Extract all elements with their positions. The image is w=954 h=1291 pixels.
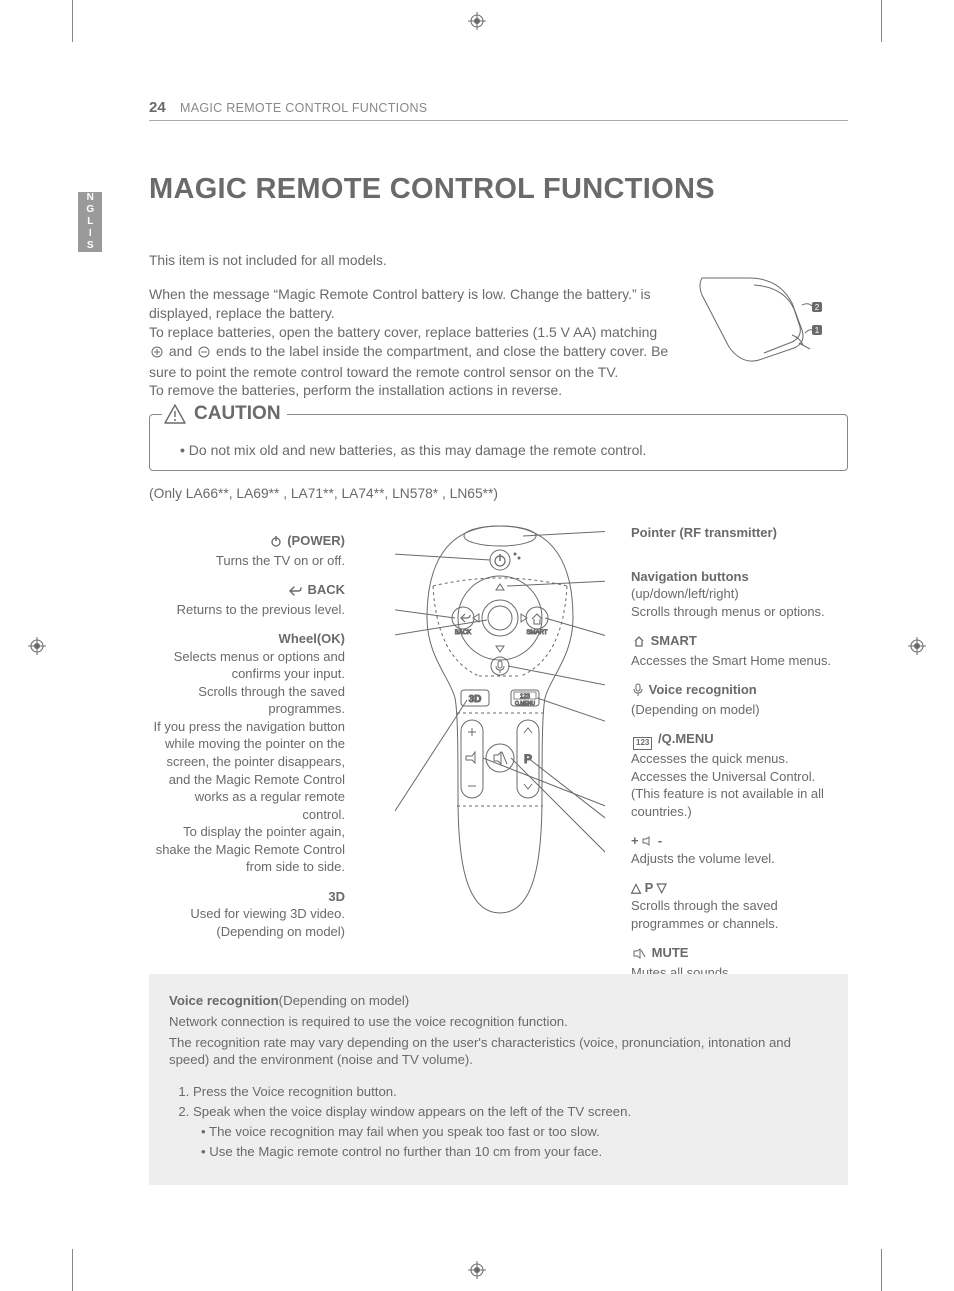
- wheel-desc: Selects menus or options and confirms yo…: [149, 648, 345, 876]
- svg-text:Q.MENU: Q.MENU: [515, 701, 535, 707]
- svg-text:BACK: BACK: [455, 630, 471, 636]
- svg-text:2: 2: [815, 303, 820, 312]
- threeD-title: 3D: [149, 888, 345, 906]
- svg-text:SMART: SMART: [527, 630, 548, 636]
- intro-line: This item is not included for all models…: [149, 252, 674, 271]
- plus-icon: [151, 344, 163, 363]
- battery-p1: When the message “Magic Remote Control b…: [149, 285, 674, 323]
- caution-text: CAUTION: [194, 401, 281, 427]
- qmenu-title: /Q.MENU: [658, 731, 714, 746]
- remote-diagram-area: (POWER) Turns the TV on or off. BACK Ret…: [149, 518, 848, 938]
- label-wheel: Wheel(OK) Selects menus or options and c…: [149, 630, 345, 876]
- caution-box: CAUTION Do not mix old and new batteries…: [149, 414, 848, 471]
- model-applicability: (Only LA66**, LA69** , LA71**, LA74**, L…: [149, 485, 498, 504]
- back-title: BACK: [307, 582, 345, 597]
- caution-label: CAUTION: [162, 401, 287, 427]
- crop-mark: [881, 0, 882, 42]
- warning-triangle-icon: [164, 403, 186, 425]
- svg-text:1: 1: [815, 326, 820, 335]
- vol-desc: Adjusts the volume level.: [631, 850, 846, 868]
- header-rule: [149, 120, 848, 121]
- label-3d: 3D Used for viewing 3D video. (Depending…: [149, 888, 345, 941]
- back-desc: Returns to the previous level.: [149, 601, 345, 619]
- mic-icon: [633, 683, 643, 701]
- note-sub-2: Use the Magic remote control no further …: [201, 1143, 828, 1161]
- mute-title: MUTE: [652, 945, 689, 960]
- battery-p3: To remove the batteries, perform the ins…: [149, 381, 674, 400]
- registration-mark-icon: [468, 1261, 486, 1279]
- battery-cover-illustration: 2 1: [694, 275, 824, 365]
- note-heading-bold: Voice recognition: [169, 993, 279, 1008]
- nav-title: Navigation buttons: [631, 569, 749, 584]
- voice-note-box: Voice recognition(Depending on model) Ne…: [149, 974, 848, 1185]
- smart-desc: Accesses the Smart Home menus.: [631, 652, 846, 670]
- crop-mark: [72, 1249, 73, 1291]
- note-step2-text: Speak when the voice display window appe…: [193, 1104, 631, 1119]
- running-head: MAGIC REMOTE CONTROL FUNCTIONS: [180, 100, 427, 117]
- label-volume: + - Adjusts the volume level.: [631, 832, 846, 867]
- note-step-2: Speak when the voice display window appe…: [193, 1103, 828, 1160]
- voice-desc: (Depending on model): [631, 701, 846, 719]
- label-qmenu: 123 /Q.MENU Accesses the quick menus. Ac…: [631, 730, 846, 820]
- battery-paragraphs: When the message “Magic Remote Control b…: [149, 285, 674, 400]
- language-tab: ENGLISH: [78, 192, 102, 252]
- registration-mark-icon: [28, 637, 46, 655]
- label-pointer: Pointer (RF transmitter): [631, 524, 846, 542]
- svg-text:3D: 3D: [469, 694, 482, 705]
- battery-p2: To replace batteries, open the battery c…: [149, 323, 674, 382]
- label-voice: Voice recognition (Depending on model): [631, 681, 846, 718]
- pointer-title: Pointer (RF transmitter): [631, 525, 777, 540]
- power-desc: Turns the TV on or off.: [149, 552, 345, 570]
- 123-icon: 123: [633, 737, 652, 750]
- note-p2: The recognition rate may vary depending …: [169, 1034, 828, 1070]
- page-desc: Scrolls through the saved programmes or …: [631, 897, 846, 932]
- label-nav: Navigation buttons (up/down/left/right) …: [631, 568, 846, 621]
- battery-p2b: and: [169, 343, 196, 359]
- voice-title: Voice recognition: [649, 682, 757, 697]
- battery-p2c: ends to the label inside the compartment…: [149, 343, 668, 380]
- svg-text:P: P: [524, 752, 532, 766]
- label-power: (POWER) Turns the TV on or off.: [149, 532, 345, 569]
- remote-illustration: BACK SMART 3D 123 Q.MENU P: [395, 518, 605, 923]
- note-p1: Network connection is required to use th…: [169, 1013, 828, 1031]
- registration-mark-icon: [908, 637, 926, 655]
- svg-text:123: 123: [520, 694, 531, 700]
- label-back: BACK Returns to the previous level.: [149, 581, 345, 618]
- crop-mark: [72, 0, 73, 42]
- power-title: (POWER): [287, 533, 345, 548]
- minus-icon: [198, 344, 210, 363]
- volume-icon: [642, 836, 654, 846]
- page-title: MAGIC REMOTE CONTROL FUNCTIONS: [149, 170, 715, 209]
- page-number: 24: [149, 98, 166, 118]
- power-icon: [270, 534, 282, 552]
- wheel-title: Wheel(OK): [149, 630, 345, 648]
- smart-title: SMART: [651, 633, 697, 648]
- note-heading: Voice recognition(Depending on model): [169, 992, 828, 1010]
- label-page: △ P ▽ Scrolls through the saved programm…: [631, 879, 846, 932]
- nav-desc: Scrolls through menus or options.: [631, 603, 846, 621]
- intro-paragraph: This item is not included for all models…: [149, 252, 674, 275]
- home-icon: [633, 634, 645, 652]
- back-arrow-icon: [288, 583, 302, 601]
- registration-mark-icon: [468, 12, 486, 30]
- label-smart: SMART Accesses the Smart Home menus.: [631, 632, 846, 669]
- qmenu-desc: Accesses the quick menus. Accesses the U…: [631, 750, 846, 820]
- threeD-desc: Used for viewing 3D video. (Depending on…: [149, 905, 345, 940]
- crop-mark: [881, 1249, 882, 1291]
- battery-p2a: To replace batteries, open the battery c…: [149, 324, 657, 340]
- note-step-1: Press the Voice recognition button.: [193, 1083, 828, 1101]
- note-sub-1: The voice recognition may fail when you …: [201, 1123, 828, 1141]
- nav-extra: (up/down/left/right): [631, 586, 739, 601]
- note-heading-rest: (Depending on model): [279, 993, 410, 1008]
- mute-icon: [633, 946, 646, 964]
- caution-item: Do not mix old and new batteries, as thi…: [180, 441, 833, 460]
